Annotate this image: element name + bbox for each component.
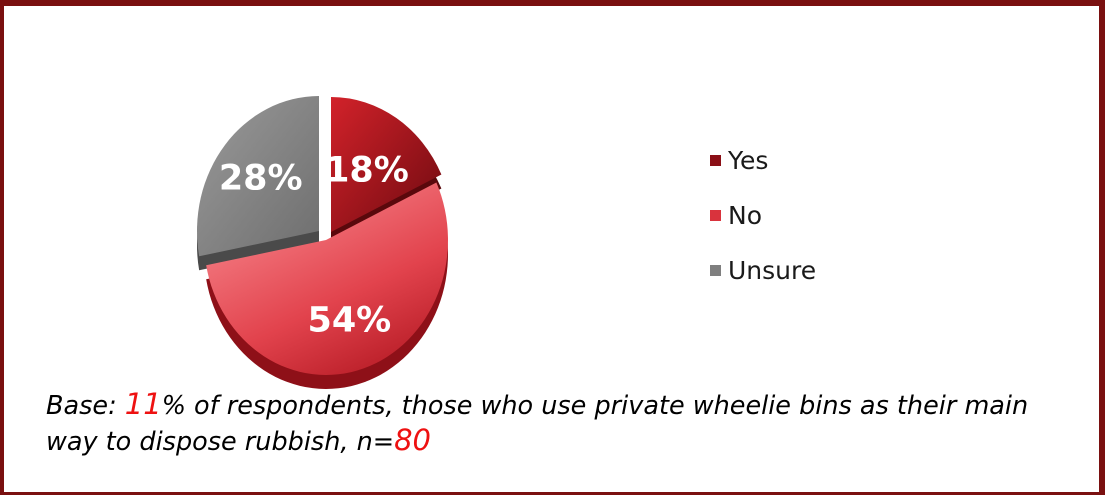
legend-label-no: No bbox=[728, 200, 762, 230]
pie-slice-yes bbox=[331, 97, 442, 232]
pie-slice-no bbox=[206, 182, 449, 376]
legend-label-yes: Yes bbox=[728, 145, 769, 175]
note-middle: % of respondents, those who use private … bbox=[46, 391, 1029, 457]
note-n: 80 bbox=[394, 423, 432, 457]
pie-chart: 18% 54% 28% bbox=[196, 96, 449, 390]
data-label-no: 54% bbox=[307, 301, 391, 341]
legend-label-unsure: Unsure bbox=[728, 255, 817, 285]
legend-item-yes: Yes bbox=[710, 145, 816, 175]
legend-item-no: No bbox=[710, 200, 816, 230]
base-note: Base: 11% of respondents, those who use … bbox=[46, 387, 1046, 459]
legend-swatch-no bbox=[710, 209, 721, 221]
legend-swatch-unsure bbox=[710, 264, 721, 276]
pie-slices bbox=[196, 96, 449, 376]
note-prefix: Base: bbox=[46, 391, 125, 421]
note-percent: 11 bbox=[124, 387, 162, 421]
chart-legend: Yes No Unsure bbox=[710, 146, 816, 311]
data-label-unsure: 28% bbox=[219, 159, 303, 199]
pie-slice-unsure bbox=[196, 96, 319, 257]
legend-item-unsure: Unsure bbox=[710, 255, 817, 285]
data-label-yes: 18% bbox=[325, 150, 409, 190]
legend-swatch-yes bbox=[710, 154, 721, 166]
pie-data-labels: 18% 54% 28% bbox=[219, 150, 409, 340]
